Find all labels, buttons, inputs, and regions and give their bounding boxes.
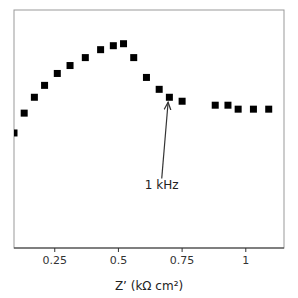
plot-frame <box>14 10 284 248</box>
point <box>156 86 163 93</box>
point <box>120 40 127 47</box>
point <box>21 110 28 117</box>
point <box>54 70 61 77</box>
point <box>235 106 242 113</box>
point <box>41 82 48 89</box>
point <box>110 42 117 49</box>
chart: 0.25 0.5 0.75 1 Z’ (kΩ cm²) 1 kHz <box>0 0 298 298</box>
x-tick-label: 0.5 <box>110 254 128 267</box>
point <box>265 106 272 113</box>
point <box>14 129 18 136</box>
point <box>82 54 89 61</box>
annotation-arrow <box>162 102 168 178</box>
x-tick <box>182 248 183 252</box>
x-tick <box>245 248 246 252</box>
point <box>143 74 150 81</box>
point <box>212 102 219 109</box>
point <box>179 98 186 105</box>
x-axis-label: Z’ (kΩ cm²) <box>115 279 183 293</box>
point <box>130 54 137 61</box>
point <box>250 106 257 113</box>
annotation: 1 kHz <box>145 178 179 192</box>
point <box>97 46 104 53</box>
point <box>67 62 74 69</box>
x-tick <box>54 248 55 252</box>
point <box>166 94 173 101</box>
x-tick-label: 1 <box>242 254 249 267</box>
x-tick-label: 0.25 <box>43 254 68 267</box>
point <box>31 94 38 101</box>
point <box>224 102 231 109</box>
points <box>14 40 272 136</box>
x-tick <box>118 248 119 252</box>
x-tick-label: 0.75 <box>170 254 195 267</box>
